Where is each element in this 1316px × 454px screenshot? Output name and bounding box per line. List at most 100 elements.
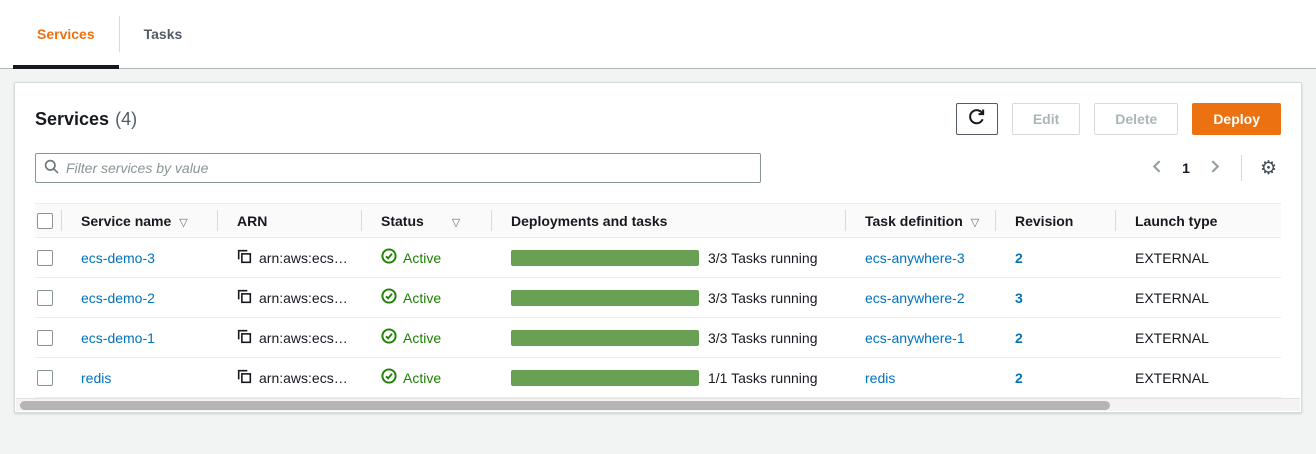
- service-name-link[interactable]: redis: [81, 369, 112, 386]
- status-badge: Active: [381, 368, 491, 387]
- refresh-icon: [967, 108, 986, 130]
- header-service-name[interactable]: Service name ▽: [61, 203, 217, 238]
- tab-divider: [118, 16, 120, 52]
- launch-type-value: EXTERNAL: [1135, 369, 1209, 386]
- copy-icon[interactable]: [237, 289, 252, 307]
- tasks-progress-bar: [511, 289, 699, 306]
- header-task-definition[interactable]: Task definition ▽: [845, 203, 995, 238]
- refresh-button[interactable]: [955, 103, 998, 135]
- active-tab-underline: [13, 65, 119, 69]
- row-checkbox[interactable]: [37, 370, 53, 387]
- chevron-left-icon: [1151, 160, 1164, 176]
- header-status[interactable]: Status ▽: [361, 203, 491, 238]
- status-active-icon: [381, 328, 397, 347]
- services-table: Service name ▽ ARN Status ▽ Deployments an…: [35, 203, 1281, 398]
- tasks-progress-fill: [511, 289, 699, 306]
- revision-link[interactable]: 2: [1015, 329, 1023, 346]
- revision-link[interactable]: 2: [1015, 249, 1023, 266]
- horizontal-scrollbar: [16, 398, 1300, 411]
- header-deployments: Deployments and tasks: [491, 203, 845, 238]
- table-settings-button[interactable]: ⚙: [1256, 157, 1281, 180]
- status-label: Active: [403, 329, 442, 346]
- tab-services[interactable]: Services: [13, 0, 119, 69]
- filter-box: [35, 153, 761, 183]
- arn-text: arn:aws:ecs…: [259, 289, 348, 306]
- task-definition-link[interactable]: ecs-anywhere-1: [865, 329, 965, 346]
- tasks-running-label: 3/3 Tasks running: [708, 329, 818, 346]
- header-revision: Revision: [995, 203, 1115, 238]
- table-header: Service name ▽ ARN Status ▽ Deployments an…: [35, 203, 1281, 238]
- copy-icon[interactable]: [237, 329, 252, 347]
- status-badge: Active: [381, 248, 491, 267]
- table-body: ecs-demo-3 arn:aws:ecs… Active 3/3 Tasks…: [35, 237, 1281, 398]
- panel-title-group: Services (4): [35, 109, 137, 130]
- status-badge: Active: [381, 288, 491, 307]
- table-row: ecs-demo-2 arn:aws:ecs… Active 3/3 Tasks…: [35, 277, 1281, 318]
- chevron-right-icon: [1208, 160, 1221, 176]
- task-definition-link[interactable]: redis: [865, 369, 896, 386]
- current-page-number: 1: [1182, 160, 1190, 176]
- tasks-progress-bar: [511, 249, 699, 266]
- tasks-progress-fill: [511, 249, 699, 266]
- header-arn: ARN: [217, 203, 361, 238]
- service-name-link[interactable]: ecs-demo-1: [81, 329, 155, 346]
- copy-icon[interactable]: [237, 249, 252, 267]
- panel-header: Services (4) Edit Delete Deploy: [35, 101, 1281, 137]
- delete-button[interactable]: Delete: [1094, 103, 1179, 135]
- sort-icon: ▽: [451, 216, 461, 229]
- edit-button[interactable]: Edit: [1011, 103, 1081, 135]
- row-checkbox[interactable]: [37, 290, 53, 307]
- status-label: Active: [403, 289, 442, 306]
- panel-title: Services: [35, 108, 110, 129]
- row-checkbox[interactable]: [37, 330, 53, 347]
- filter-row: 1 ⚙: [35, 153, 1281, 183]
- revision-link[interactable]: 2: [1015, 369, 1023, 386]
- table-row: redis arn:aws:ecs… Active 1/1 Tasks runn…: [35, 357, 1281, 398]
- tab-tasks-label: Tasks: [143, 26, 183, 42]
- select-all-checkbox[interactable]: [37, 213, 53, 230]
- task-definition-link[interactable]: ecs-anywhere-3: [865, 249, 965, 266]
- pagination-divider: [1240, 155, 1242, 181]
- service-name-link[interactable]: ecs-demo-2: [81, 289, 155, 306]
- services-panel: Services (4) Edit Delete Deploy: [14, 82, 1302, 413]
- tasks-progress-bar: [511, 369, 699, 386]
- tab-services-label: Services: [37, 26, 95, 42]
- search-icon: [44, 159, 59, 177]
- tasks-running-label: 3/3 Tasks running: [708, 289, 818, 306]
- status-active-icon: [381, 368, 397, 387]
- header-launch-type: Launch type: [1115, 203, 1281, 238]
- arn-text: arn:aws:ecs…: [259, 329, 348, 346]
- revision-link[interactable]: 3: [1015, 289, 1023, 306]
- tasks-running-label: 3/3 Tasks running: [708, 249, 818, 266]
- task-definition-link[interactable]: ecs-anywhere-2: [865, 289, 965, 306]
- tasks-progress-fill: [511, 329, 699, 346]
- tab-bar: Services Tasks: [0, 0, 1316, 69]
- launch-type-value: EXTERNAL: [1135, 329, 1209, 346]
- tasks-running-label: 1/1 Tasks running: [708, 369, 818, 386]
- panel-actions: Edit Delete Deploy: [955, 103, 1281, 135]
- arn-text: arn:aws:ecs…: [259, 369, 348, 386]
- launch-type-value: EXTERNAL: [1135, 249, 1209, 266]
- tasks-progress-fill: [511, 369, 699, 386]
- next-page-button[interactable]: [1202, 154, 1227, 182]
- tasks-progress-bar: [511, 329, 699, 346]
- service-name-link[interactable]: ecs-demo-3: [81, 249, 155, 266]
- tab-tasks[interactable]: Tasks: [120, 0, 207, 68]
- previous-page-button[interactable]: [1145, 154, 1170, 182]
- sort-icon: ▽: [970, 216, 980, 229]
- copy-icon[interactable]: [237, 369, 252, 387]
- table-row: ecs-demo-3 arn:aws:ecs… Active 3/3 Tasks…: [35, 237, 1281, 278]
- table-row: ecs-demo-1 arn:aws:ecs… Active 3/3 Tasks…: [35, 317, 1281, 358]
- filter-services-input[interactable]: [66, 160, 752, 176]
- status-label: Active: [403, 369, 442, 386]
- launch-type-value: EXTERNAL: [1135, 289, 1209, 306]
- horizontal-scrollbar-thumb[interactable]: [20, 401, 1110, 410]
- status-label: Active: [403, 249, 442, 266]
- arn-text: arn:aws:ecs…: [259, 249, 348, 266]
- status-active-icon: [381, 288, 397, 307]
- gear-icon: ⚙: [1259, 157, 1277, 179]
- sort-icon: ▽: [179, 216, 188, 229]
- panel-count: (4): [115, 108, 138, 129]
- deploy-button[interactable]: Deploy: [1192, 103, 1281, 135]
- row-checkbox[interactable]: [37, 250, 53, 267]
